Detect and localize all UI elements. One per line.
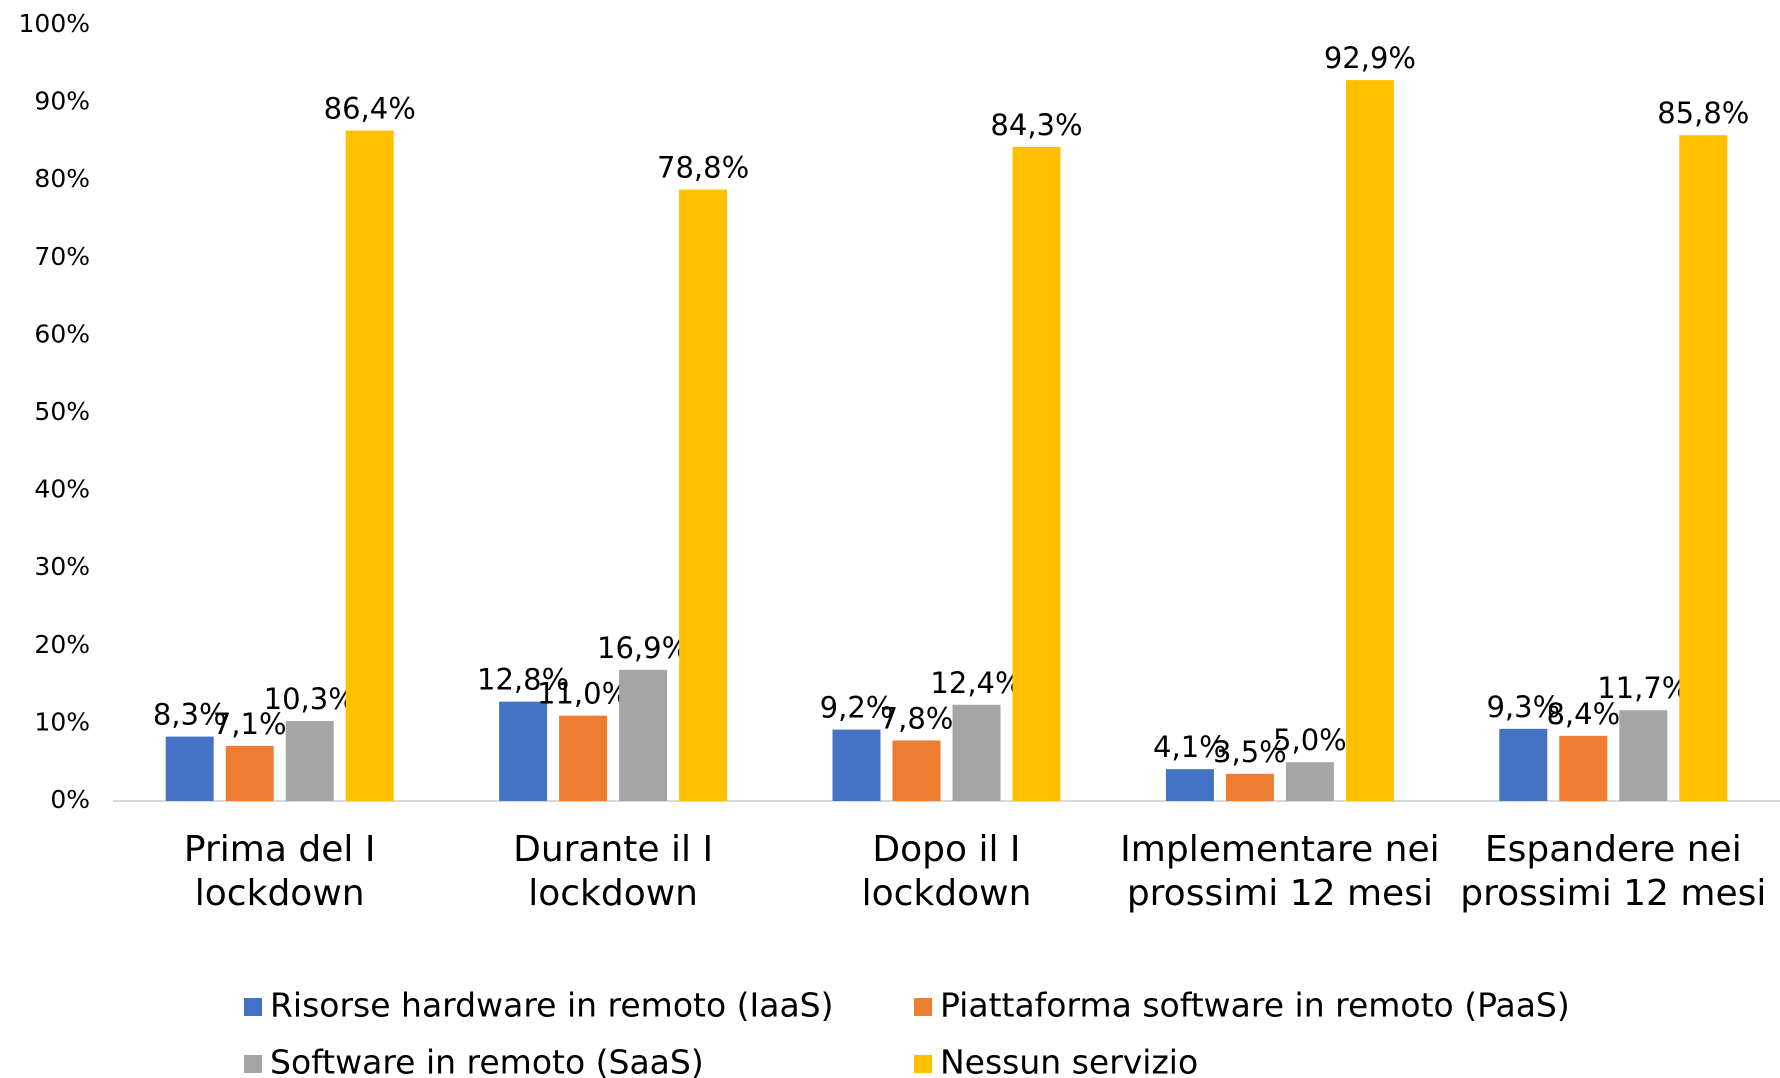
bar <box>952 704 1001 801</box>
bar <box>1012 146 1061 801</box>
bar <box>1559 735 1608 801</box>
data-label: 9,2% <box>820 691 894 725</box>
data-label: 11,0% <box>537 677 629 711</box>
bar <box>499 701 548 801</box>
x-tick-label: Implementare nei prossimi 12 mesi <box>1120 829 1440 914</box>
y-tick-label: 0% <box>50 785 90 814</box>
legend-swatch <box>914 1055 932 1073</box>
bar <box>892 740 941 801</box>
data-label: 16,9% <box>597 631 689 665</box>
y-tick-label: 60% <box>34 319 90 348</box>
bar <box>1679 135 1728 801</box>
y-tick-label: 90% <box>34 87 90 116</box>
data-label: 10,3% <box>264 682 356 716</box>
legend-label: Software in remoto (SaaS) <box>270 1043 704 1078</box>
legend-swatch <box>914 998 932 1016</box>
data-label: 5,0% <box>1273 723 1347 757</box>
bar <box>345 130 394 801</box>
y-tick-label: 40% <box>34 475 90 504</box>
legend-label: Nessun servizio <box>940 1043 1198 1078</box>
y-tick-label: 30% <box>34 552 90 581</box>
data-label: 11,7% <box>1597 671 1689 705</box>
x-tick-label: Prima del I lockdown <box>183 829 376 914</box>
legend-swatch <box>244 1055 262 1073</box>
bar <box>165 736 214 801</box>
data-label: 85,8% <box>1657 96 1749 130</box>
legend-swatch <box>244 998 262 1016</box>
bar <box>1619 710 1668 801</box>
bar <box>285 721 334 801</box>
data-label: 86,4% <box>324 92 416 126</box>
y-tick-label: 100% <box>19 9 90 38</box>
data-label: 8,3% <box>153 698 227 732</box>
x-tick-label: Dopo il I lockdown <box>861 829 1032 914</box>
data-label: 78,8% <box>657 151 749 185</box>
data-label: 7,8% <box>880 701 954 735</box>
data-label: 12,4% <box>930 666 1022 700</box>
y-tick-label: 80% <box>34 164 90 193</box>
data-label: 3,5% <box>1213 735 1287 769</box>
data-label: 12,8% <box>477 663 569 697</box>
legend-label: Piattaforma software in remoto (PaaS) <box>940 986 1570 1025</box>
y-tick-label: 20% <box>34 630 90 659</box>
bar <box>1345 80 1394 801</box>
y-tick-label: 10% <box>34 707 90 736</box>
x-tick-label: Durante il I lockdown <box>513 829 714 914</box>
bar <box>225 745 274 801</box>
bar <box>1225 773 1274 801</box>
bar <box>1285 762 1334 801</box>
y-tick-label: 70% <box>34 242 90 271</box>
y-tick-label: 50% <box>34 397 90 426</box>
data-label: 4,1% <box>1153 730 1227 764</box>
legend-label: Risorse hardware in remoto (IaaS) <box>270 986 834 1025</box>
x-tick-label: Espandere nei prossimi 12 mesi <box>1460 829 1767 914</box>
bar <box>1499 728 1548 801</box>
data-label: 8,4% <box>1546 697 1620 731</box>
bar <box>832 729 881 801</box>
bar <box>679 189 728 802</box>
bar <box>1165 769 1214 801</box>
data-label: 92,9% <box>1324 41 1416 75</box>
data-label: 9,3% <box>1486 690 1560 724</box>
bar <box>619 669 668 801</box>
data-label: 84,3% <box>990 108 1082 142</box>
data-label: 7,1% <box>213 707 287 741</box>
bar <box>559 715 608 801</box>
